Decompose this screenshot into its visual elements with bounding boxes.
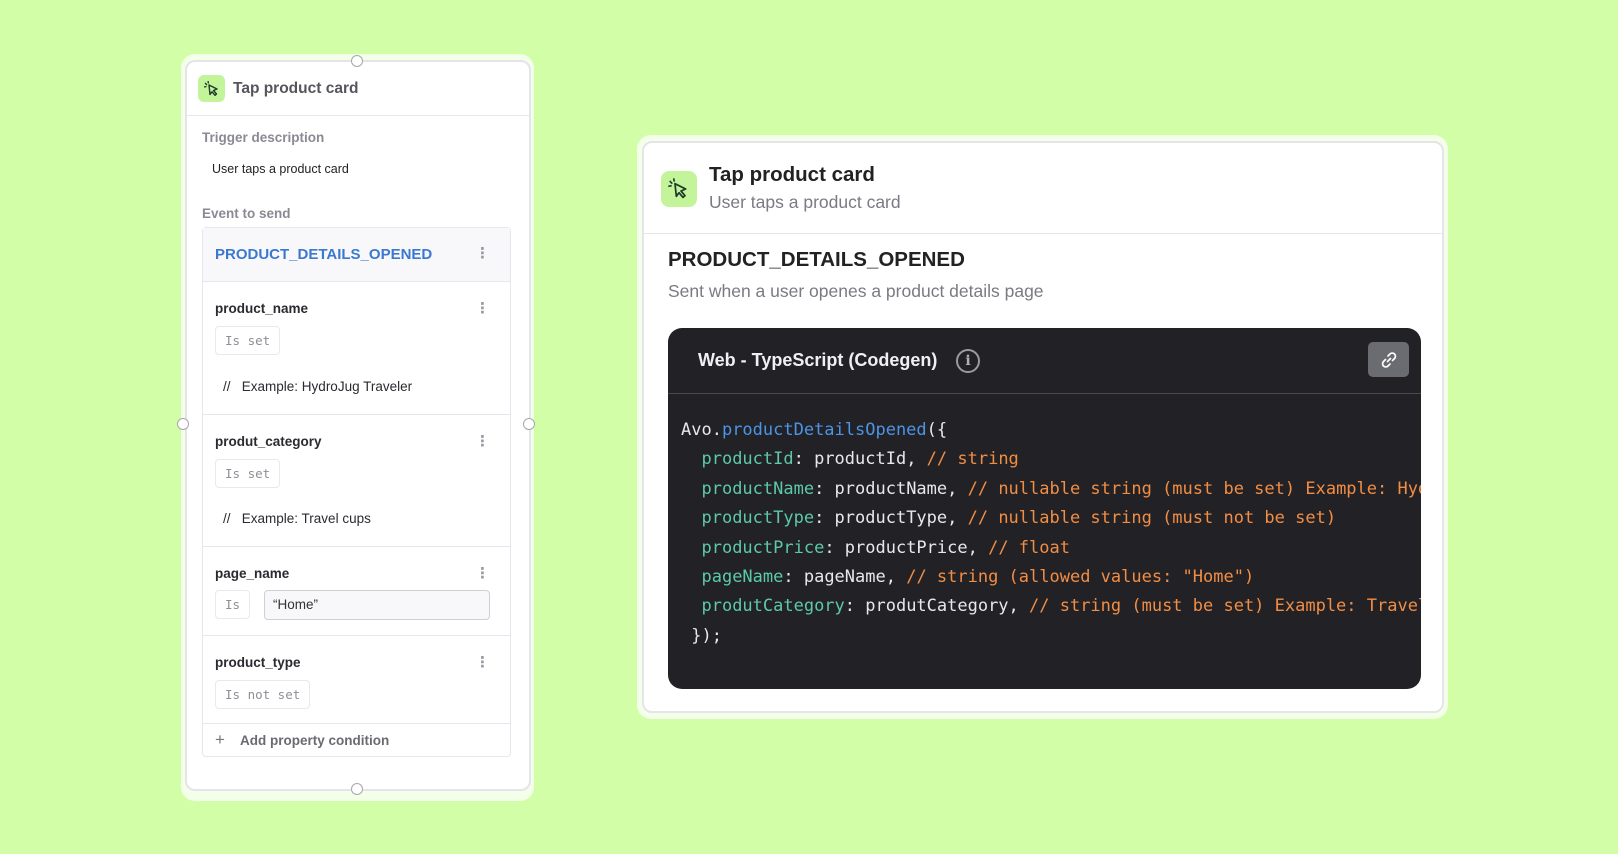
connector-handle-bottom[interactable]	[351, 783, 363, 795]
cursor-click-icon	[661, 171, 697, 207]
more-vertical-icon[interactable]: ⋮	[475, 300, 490, 317]
more-vertical-icon[interactable]: ⋮	[475, 245, 490, 262]
add-property-condition-label: Add property condition	[240, 733, 390, 748]
property-example: Example: Travel cups	[241, 511, 371, 526]
connector-handle-top[interactable]	[351, 55, 363, 67]
property-item: page_name ⋮ Is “Home”	[203, 546, 510, 636]
property-example: Example: HydroJug Traveler	[241, 379, 413, 394]
condition-chip[interactable]: Is not set	[215, 680, 311, 709]
code-line: });	[691, 625, 722, 646]
event-name: PRODUCT_DETAILS_OPENED	[668, 248, 965, 271]
divider	[668, 393, 1421, 394]
connector-handle-left[interactable]	[177, 418, 189, 430]
trigger-node-card[interactable]: Tap product card Trigger description Use…	[185, 60, 531, 791]
link-icon	[1381, 351, 1396, 368]
code-title: Web - TypeScript (Codegen)	[698, 350, 938, 370]
detail-card: Tap product card User taps a product car…	[642, 141, 1444, 713]
more-vertical-icon[interactable]: ⋮	[475, 433, 490, 450]
code-line: produtCategory: produtCategory, // strin…	[701, 596, 1421, 617]
connector-handle-right[interactable]	[523, 418, 535, 430]
code-line: Avo.productDetailsOpened({	[681, 420, 948, 440]
comment-prefix: //	[223, 379, 231, 394]
condition-chip[interactable]: Is set	[215, 459, 281, 488]
code-block: Web - TypeScript (Codegen) i Avo.product…	[668, 328, 1421, 689]
code-line: pageName: pageName, // string (allowed v…	[701, 566, 1255, 587]
value-input[interactable]: “Home”	[264, 590, 490, 620]
code-line: productName: productName, // nullable st…	[701, 478, 1421, 499]
trigger-description-label: Trigger description	[202, 130, 325, 145]
trigger-title: Tap product card	[709, 163, 875, 186]
event-description: Sent when a user openes a product detail…	[668, 281, 1044, 301]
code-line: productId: productId, // string	[701, 449, 1019, 470]
property-item: product_name ⋮ Is set // Example: HydroJ…	[203, 281, 510, 415]
code-line: productPrice: productPrice, // float	[701, 537, 1070, 558]
divider	[644, 233, 1442, 234]
copy-link-button[interactable]	[1368, 342, 1409, 377]
property-name: produt_category	[215, 434, 322, 449]
code-line: productType: productType, // nullable st…	[701, 508, 1337, 529]
add-property-condition-button[interactable]: + Add property condition	[203, 723, 510, 757]
event-box: PRODUCT_DETAILS_OPENED ⋮ product_name ⋮ …	[202, 227, 511, 757]
trigger-description-value[interactable]: User taps a product card	[212, 162, 349, 176]
property-item: product_type ⋮ Is not set	[203, 635, 510, 724]
divider	[187, 115, 529, 116]
condition-chip[interactable]: Is	[215, 590, 251, 619]
event-to-send-label: Event to send	[202, 206, 291, 221]
trigger-subtitle: User taps a product card	[709, 192, 901, 212]
node-title: Tap product card	[233, 80, 359, 97]
condition-chip[interactable]: Is set	[215, 326, 281, 355]
plus-icon: +	[215, 730, 225, 749]
property-item: produt_category ⋮ Is set // Example: Tra…	[203, 414, 510, 547]
more-vertical-icon[interactable]: ⋮	[475, 654, 490, 671]
code-content: Avo.productDetailsOpened({ productId: pr…	[681, 416, 1421, 651]
event-name[interactable]: PRODUCT_DETAILS_OPENED	[215, 246, 433, 263]
comment-prefix: //	[223, 511, 231, 526]
property-name: page_name	[215, 566, 290, 581]
more-vertical-icon[interactable]: ⋮	[475, 565, 490, 582]
event-header[interactable]: PRODUCT_DETAILS_OPENED ⋮	[203, 228, 510, 281]
property-name: product_type	[215, 655, 301, 670]
cursor-click-icon	[198, 75, 225, 102]
info-icon[interactable]: i	[956, 349, 980, 373]
property-name: product_name	[215, 301, 309, 316]
